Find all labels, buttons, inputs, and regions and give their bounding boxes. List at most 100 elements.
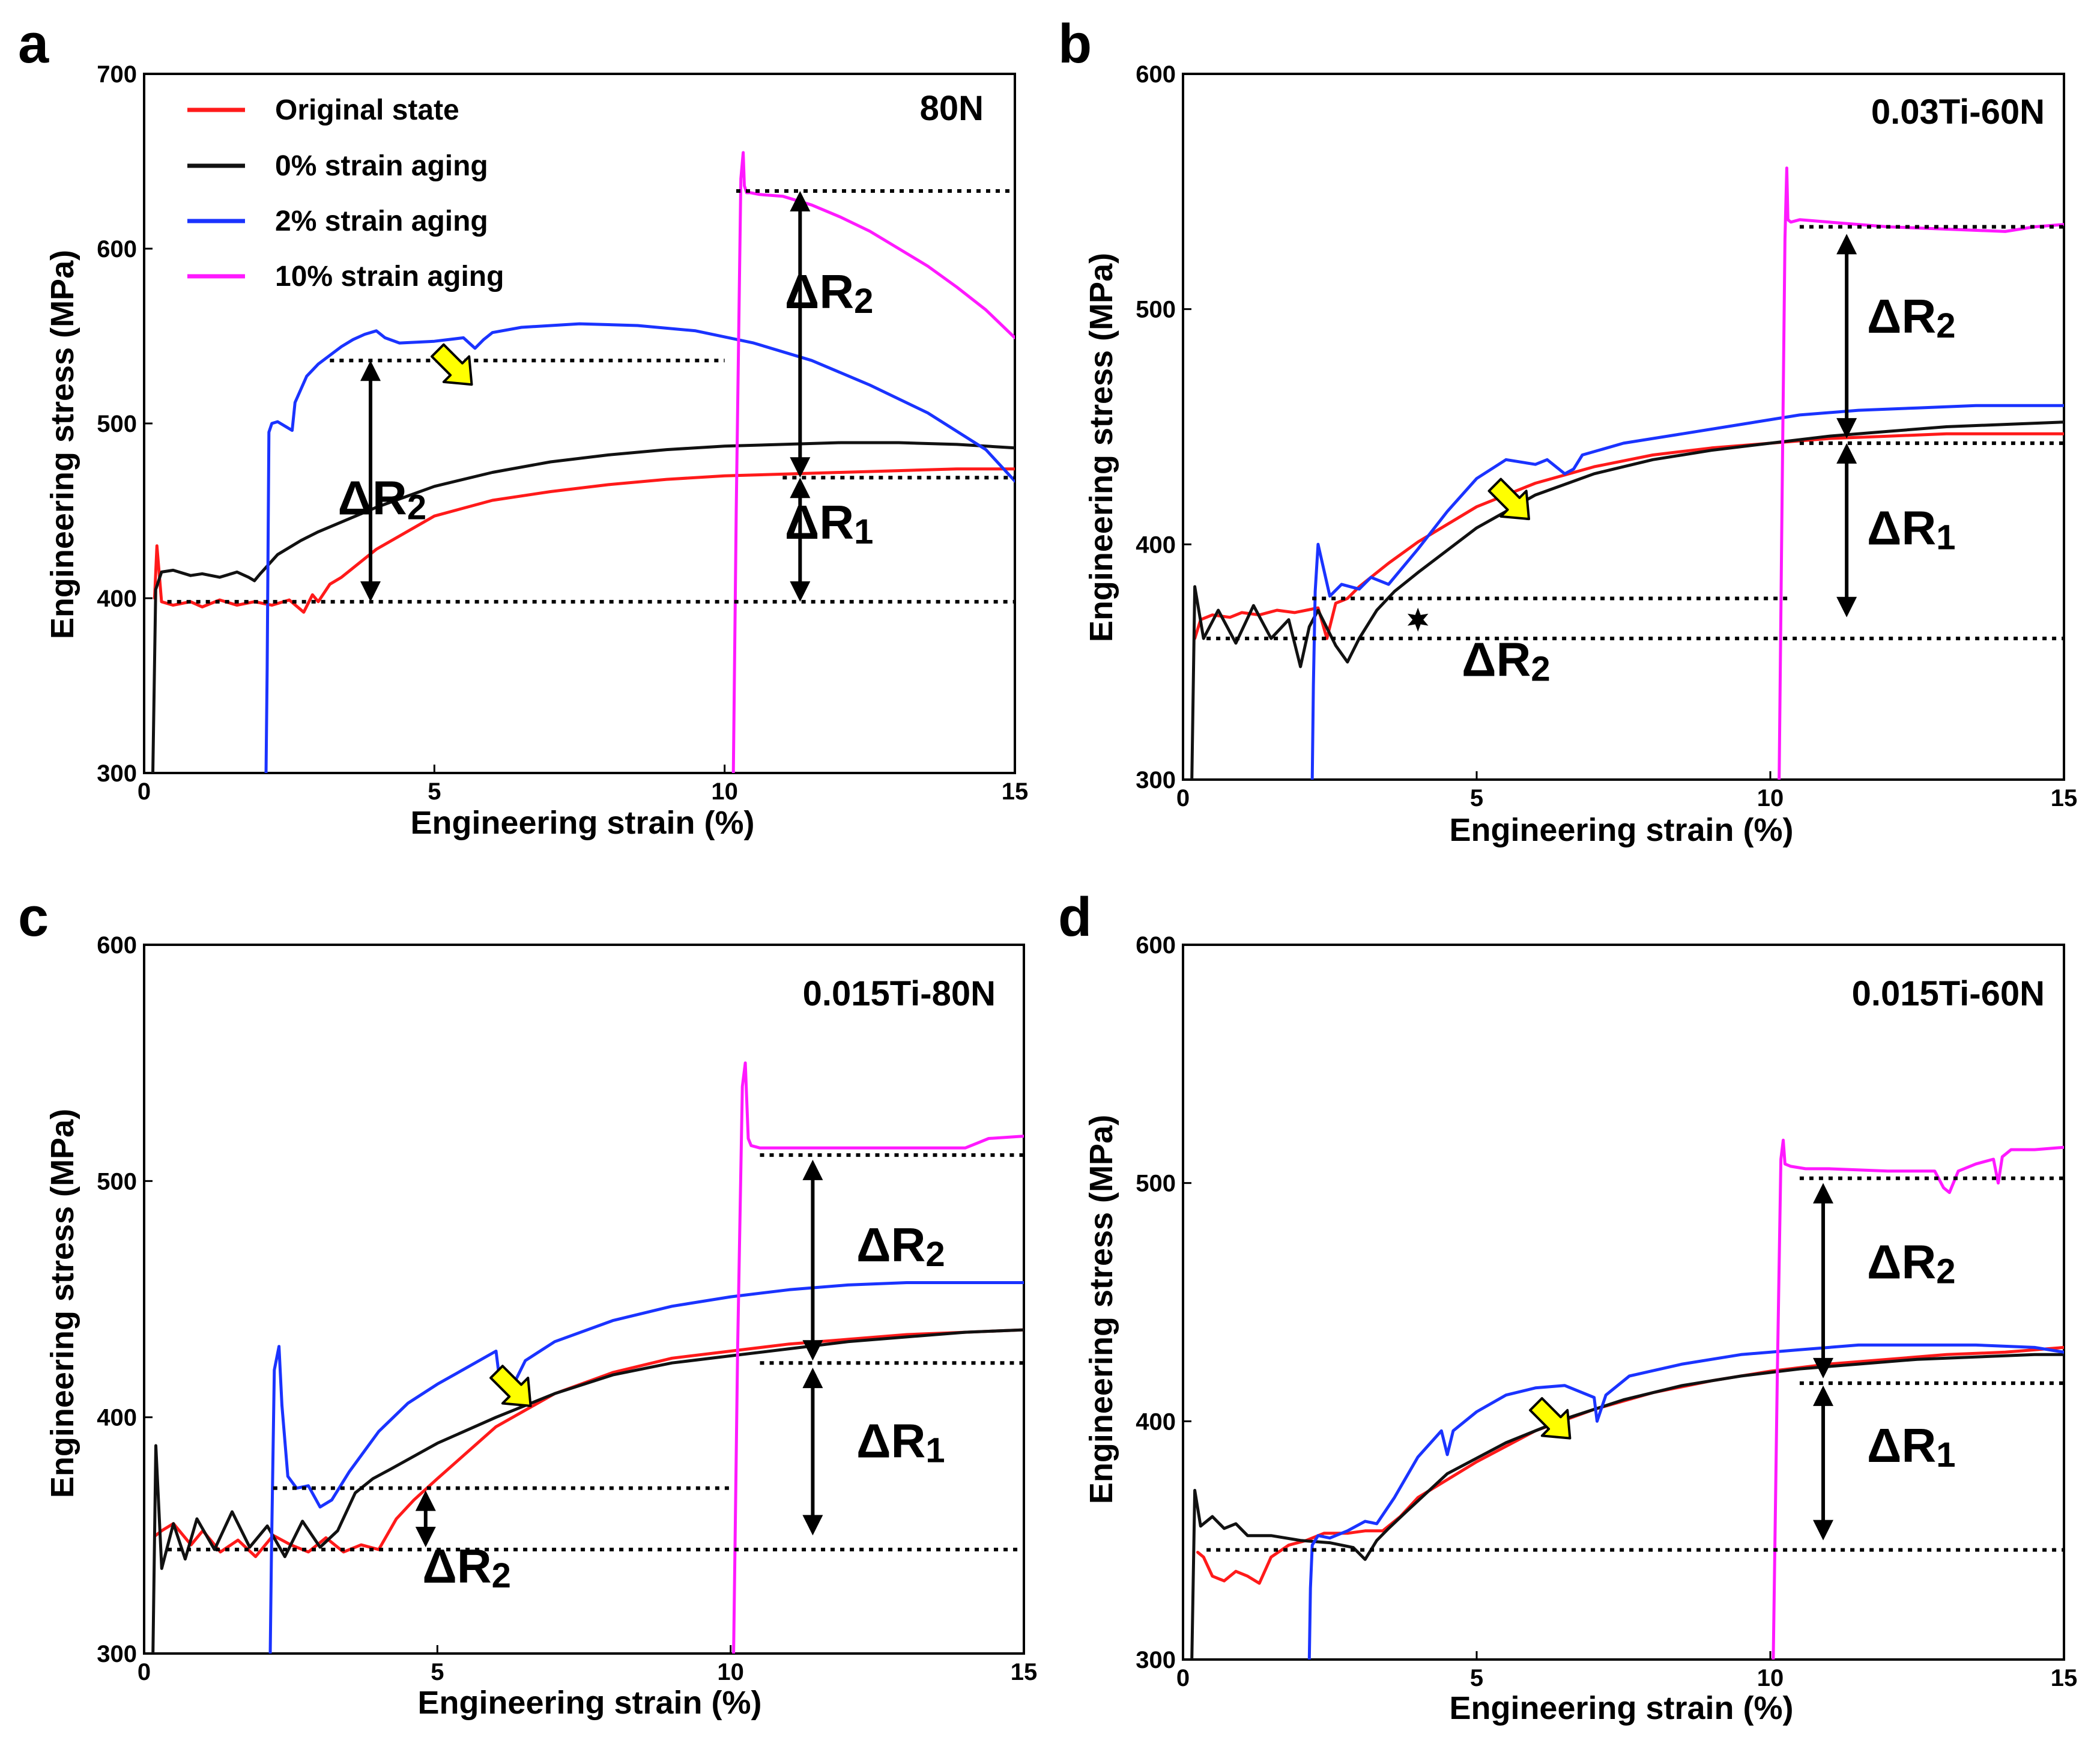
double-arrow-icon bbox=[1836, 443, 1857, 617]
panel-d: d 0.015Ti-60N Engineering strain (%) Eng… bbox=[1058, 887, 2077, 1726]
delta-r2-label: ΔR2 bbox=[856, 1218, 945, 1274]
x-tick-label: 0 bbox=[138, 778, 151, 805]
y-tick-label: 300 bbox=[97, 760, 137, 787]
delta-r2-label: ΔR2 bbox=[1462, 633, 1551, 689]
x-tick-label: 10 bbox=[1757, 785, 1784, 811]
y-tick-label: 400 bbox=[97, 1405, 137, 1431]
series-line-2pct-strain-aging bbox=[264, 322, 1015, 773]
x-tick-label: 15 bbox=[2051, 1665, 2078, 1691]
yellow-arrow-icon bbox=[489, 1365, 532, 1407]
x-tick-label: 0 bbox=[1176, 785, 1190, 811]
y-axis-label: Engineering stress (MPa) bbox=[44, 1109, 80, 1498]
series-line-original-state bbox=[1193, 432, 2064, 640]
y-tick-label: 600 bbox=[1136, 932, 1176, 959]
x-tick-label: 0 bbox=[1176, 1665, 1190, 1691]
series-line-2pct-strain-aging bbox=[1307, 1343, 2064, 1660]
y-tick-label: 500 bbox=[1136, 297, 1176, 323]
x-tick-label: 15 bbox=[1002, 778, 1029, 805]
series-group bbox=[1190, 1138, 2064, 1660]
series-group bbox=[151, 151, 1015, 773]
series-line-10pct-strain-aging bbox=[1772, 1138, 2064, 1660]
panel-a: a 80N Engineering strain (%) Engineering… bbox=[18, 13, 1028, 841]
legend-label-original-state: Original state bbox=[275, 94, 459, 126]
y-axis-label: Engineering stress (MPa) bbox=[1083, 253, 1119, 642]
double-arrow-icon bbox=[802, 1368, 823, 1536]
series-line-0pct-strain-aging bbox=[151, 441, 1015, 773]
delta-r2-label: ΔR2 bbox=[785, 265, 874, 321]
series-line-0pct-strain-aging bbox=[151, 1328, 1024, 1654]
double-arrow-icon bbox=[1813, 1385, 1834, 1541]
delta-r2-label: ΔR2 bbox=[1867, 290, 1956, 345]
y-tick-label: 400 bbox=[1136, 532, 1176, 558]
legend-label-10pct-strain-aging: 10% strain aging bbox=[275, 261, 504, 293]
double-arrow-icon bbox=[790, 190, 811, 478]
y-axis-label: Engineering stress (MPa) bbox=[1083, 1115, 1119, 1504]
delta-r1-label: ΔR1 bbox=[785, 496, 874, 551]
yellow-arrow-icon bbox=[1529, 1397, 1572, 1440]
y-tick-label: 600 bbox=[97, 236, 137, 262]
series-line-original-state bbox=[153, 467, 1015, 614]
y-axis-label: Engineering stress (MPa) bbox=[44, 250, 80, 639]
yellow-arrow-icon bbox=[1487, 477, 1530, 521]
series-line-original-state bbox=[154, 1328, 1024, 1559]
y-tick-label: 500 bbox=[97, 1168, 137, 1195]
y-tick-label: 600 bbox=[1136, 61, 1176, 88]
y-tick-label: 300 bbox=[97, 1641, 137, 1667]
panel-b: b 0.03Ti-60N Engineering strain (%) Engi… bbox=[1058, 13, 2077, 848]
delta-r2-label: ΔR2 bbox=[1867, 1235, 1956, 1291]
x-axis-label: Engineering strain (%) bbox=[410, 805, 754, 841]
chart-title: 0.015Ti-80N bbox=[803, 974, 996, 1013]
y-tick-label: 300 bbox=[1136, 767, 1176, 793]
series-line-10pct-strain-aging bbox=[732, 1061, 1024, 1654]
star-icon bbox=[1407, 607, 1429, 632]
double-arrow-icon bbox=[415, 1490, 436, 1547]
series-group bbox=[151, 1061, 1024, 1654]
legend-label-0pct-strain-aging: 0% strain aging bbox=[275, 150, 488, 182]
plot-frame bbox=[143, 944, 1025, 1655]
delta-r1-label: ΔR1 bbox=[1867, 1419, 1956, 1475]
double-arrow-icon bbox=[790, 477, 811, 602]
double-arrow-icon bbox=[360, 360, 381, 602]
x-tick-label: 5 bbox=[431, 1659, 444, 1685]
y-tick-label: 500 bbox=[97, 411, 137, 437]
x-tick-label: 10 bbox=[711, 778, 738, 805]
chart-title: 80N bbox=[920, 89, 984, 128]
x-tick-label: 10 bbox=[717, 1659, 744, 1685]
y-tick-label: 300 bbox=[1136, 1647, 1176, 1673]
double-arrow-icon bbox=[1813, 1183, 1834, 1378]
delta-r2-label: ΔR2 bbox=[338, 471, 427, 527]
series-line-original-state bbox=[1196, 1345, 2064, 1585]
yellow-arrow-icon bbox=[431, 343, 473, 386]
x-tick-label: 0 bbox=[138, 1659, 151, 1685]
legend-label-2pct-strain-aging: 2% strain aging bbox=[275, 205, 488, 237]
panel-letter-c: c bbox=[18, 887, 49, 948]
x-tick-label: 5 bbox=[1470, 785, 1483, 811]
series-line-2pct-strain-aging bbox=[1310, 404, 2064, 780]
series-line-2pct-strain-aging bbox=[268, 1281, 1024, 1654]
series-line-10pct-strain-aging bbox=[731, 151, 1015, 773]
double-arrow-icon bbox=[1836, 234, 1857, 439]
x-tick-label: 5 bbox=[428, 778, 441, 805]
legend: Original state 0% strain aging 2% strain… bbox=[187, 94, 504, 293]
y-tick-label: 400 bbox=[1136, 1408, 1176, 1435]
x-tick-label: 5 bbox=[1470, 1665, 1483, 1691]
x-tick-label: 15 bbox=[2051, 785, 2078, 811]
double-arrow-icon bbox=[802, 1159, 823, 1361]
y-tick-label: 600 bbox=[97, 932, 137, 959]
panel-letter-a: a bbox=[18, 13, 49, 74]
series-line-0pct-strain-aging bbox=[1190, 420, 2064, 780]
panel-c: c 0.015Ti-80N Engineering strain (%) Eng… bbox=[18, 887, 1037, 1721]
y-tick-label: 500 bbox=[1136, 1171, 1176, 1197]
series-group bbox=[1190, 166, 2064, 780]
x-axis-label: Engineering strain (%) bbox=[1449, 1690, 1793, 1726]
chart-title: 0.03Ti-60N bbox=[1871, 92, 2045, 132]
chart-title: 0.015Ti-60N bbox=[1852, 974, 2045, 1013]
x-axis-label: Engineering strain (%) bbox=[1449, 812, 1793, 848]
y-tick-label: 700 bbox=[97, 61, 137, 88]
delta-r1-label: ΔR1 bbox=[1867, 501, 1956, 557]
plot-frame bbox=[1182, 944, 2065, 1661]
delta-r2-label: ΔR2 bbox=[422, 1539, 511, 1595]
delta-r1-label: ΔR1 bbox=[856, 1414, 945, 1470]
x-axis-label: Engineering strain (%) bbox=[417, 1685, 761, 1721]
panel-letter-b: b bbox=[1058, 13, 1092, 74]
